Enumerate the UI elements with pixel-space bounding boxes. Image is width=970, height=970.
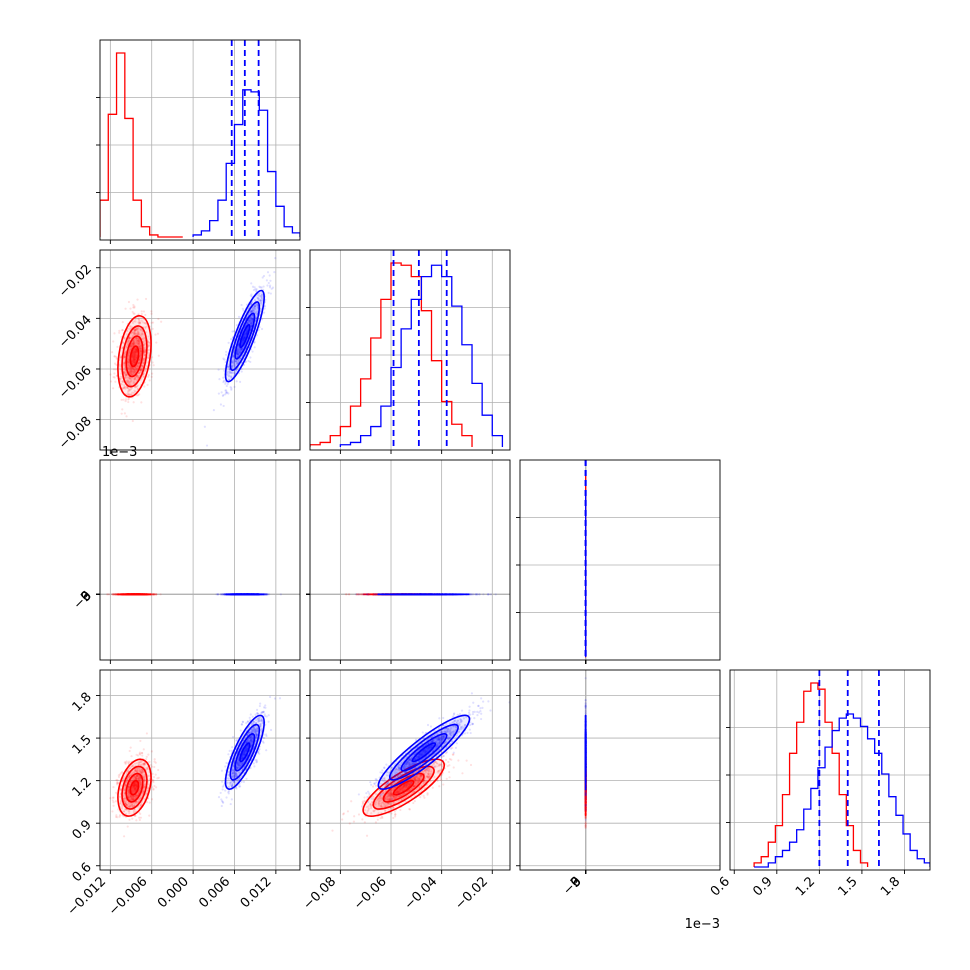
x-tick-label: 0.6 [708, 874, 733, 899]
histogram-red [100, 52, 183, 238]
histogram-panel-1 [310, 250, 510, 450]
y-tick-label: −0.02 [56, 262, 95, 301]
y-tick-label: 1.5 [70, 732, 95, 757]
panel-frame [309, 249, 511, 451]
contour-level [129, 345, 140, 368]
x-tick-label: 1.8 [878, 874, 903, 899]
contour-level [388, 723, 459, 781]
histogram-panel-3 [730, 670, 930, 870]
contour-level [411, 742, 437, 763]
panel-frame [729, 669, 931, 871]
x-tick-label: 0.006 [196, 874, 233, 911]
y-tick-label: 0.9 [70, 817, 95, 842]
contour-level [362, 758, 445, 817]
scatter-panel-0-1 [100, 250, 300, 450]
contour-level [392, 779, 415, 796]
y-tick-label: 1.8 [70, 690, 95, 715]
x-tick-label: 1.5 [836, 874, 861, 899]
contour-level [117, 758, 152, 817]
histogram-red [753, 682, 869, 867]
panel-frame [519, 459, 721, 661]
scatter-points-blue [357, 692, 510, 808]
histogram-blue [192, 89, 300, 237]
y-tick-label: −0.04 [56, 313, 95, 352]
x-tick-label: −0.012 [65, 874, 110, 919]
scatter-panel-1-2 [310, 460, 510, 660]
panel-frame [99, 249, 301, 451]
histogram-panel-0 [100, 40, 300, 240]
scatter-panel-0-2 [100, 460, 300, 660]
scatter-panel-0-3 [100, 670, 300, 870]
histogram-blue [754, 713, 930, 868]
contour-level [121, 325, 148, 388]
x-tick-label: −0.02 [452, 874, 491, 913]
y-tick-label: −0.06 [56, 363, 95, 402]
contour-level [121, 765, 148, 810]
contour-level [229, 723, 261, 781]
x-tick-label: −0.006 [106, 874, 151, 919]
contour-level [239, 742, 251, 763]
contour-level [125, 335, 144, 378]
panel-frame [99, 459, 301, 661]
x-tick-label: 1.2 [793, 874, 818, 899]
contour-level [125, 772, 144, 803]
y-tick-label: 1.2 [70, 775, 95, 800]
x-offset-text: 1e−3 [685, 917, 720, 932]
x-tick-label: −0.08 [300, 874, 339, 913]
x-tick-label: 0.012 [238, 874, 275, 911]
x-tick-label: −0.06 [351, 874, 390, 913]
x-tick-label: 0.000 [155, 874, 192, 911]
contour-level [229, 301, 261, 372]
y-offset-text: 1e−3 [102, 445, 137, 460]
x-tick-label: 0.9 [750, 874, 775, 899]
panel-frame [309, 669, 511, 871]
histogram-blue [339, 264, 504, 447]
panel-frame [99, 669, 301, 871]
scatter-panel-1-3 [310, 670, 510, 870]
y-tick-label: −0.08 [56, 414, 95, 453]
contour-level [239, 323, 251, 349]
panel-frame [99, 39, 301, 241]
x-tick-label: −0.04 [402, 874, 441, 913]
histogram-panel-2 [520, 460, 720, 660]
contour-level [129, 779, 140, 796]
panel-frame [519, 669, 721, 871]
panel-frame [309, 459, 511, 661]
contour-level [117, 315, 152, 398]
scatter-panel-2-3 [520, 670, 720, 870]
contour-level [224, 714, 265, 790]
